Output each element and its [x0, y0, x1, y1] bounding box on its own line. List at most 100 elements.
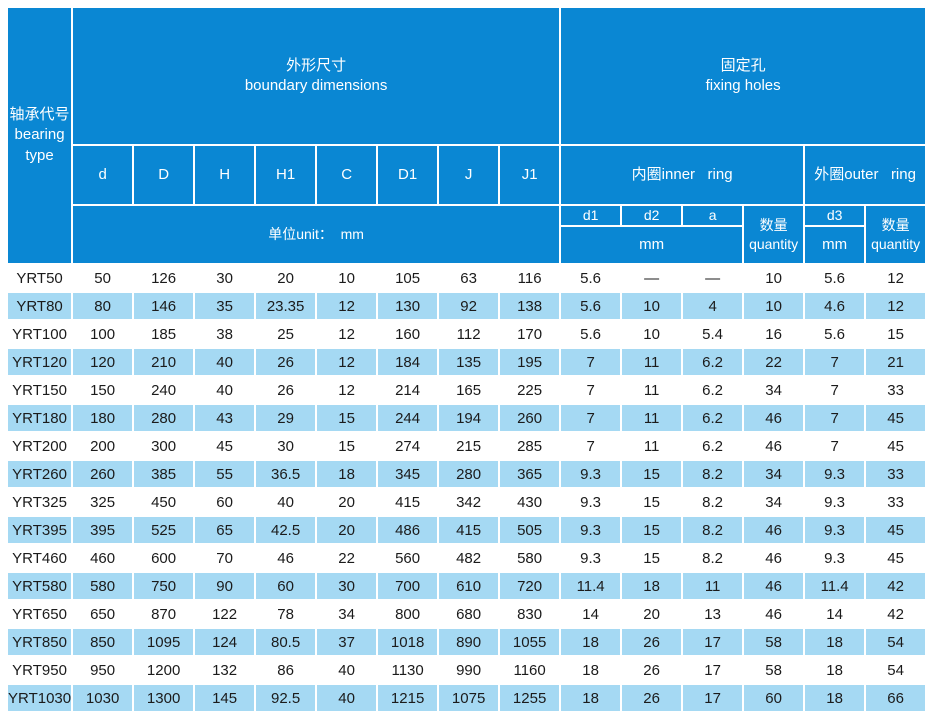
- value-cell: 240: [134, 377, 194, 403]
- col-header-a: a: [683, 206, 743, 225]
- value-cell: 195: [500, 349, 560, 375]
- value-cell: 12: [317, 293, 377, 319]
- value-cell: 33: [866, 461, 926, 487]
- value-cell: 13: [683, 601, 743, 627]
- value-cell: 70: [195, 545, 255, 571]
- value-cell: 700: [378, 573, 438, 599]
- value-cell: 112: [439, 321, 499, 347]
- value-cell: 505: [500, 517, 560, 543]
- value-cell: 11: [622, 405, 682, 431]
- value-cell: 40: [256, 489, 316, 515]
- value-cell: 15: [622, 461, 682, 487]
- value-cell: 18: [561, 657, 621, 683]
- value-cell: 45: [195, 433, 255, 459]
- value-cell: 120: [73, 349, 133, 375]
- value-cell: 37: [317, 629, 377, 655]
- value-cell: 800: [378, 601, 438, 627]
- value-cell: 12: [866, 265, 926, 291]
- value-cell: 46: [744, 433, 804, 459]
- value-cell: 26: [256, 349, 316, 375]
- value-cell: 9.3: [805, 545, 865, 571]
- value-cell: 214: [378, 377, 438, 403]
- value-cell: 20: [317, 489, 377, 515]
- value-cell: 65: [195, 517, 255, 543]
- value-cell: 38: [195, 321, 255, 347]
- bearing-type-cell: YRT180: [8, 405, 72, 431]
- col-header-D: D: [134, 146, 194, 204]
- value-cell: 365: [500, 461, 560, 487]
- bearing-type-cell: YRT325: [8, 489, 72, 515]
- value-cell: 525: [134, 517, 194, 543]
- value-cell: 15: [622, 545, 682, 571]
- value-cell: 92.5: [256, 685, 316, 711]
- value-cell: 11: [622, 349, 682, 375]
- inner-mm-header: mm: [561, 227, 743, 263]
- value-cell: 9.3: [561, 517, 621, 543]
- bearing-type-cell: YRT200: [8, 433, 72, 459]
- value-cell: 200: [73, 433, 133, 459]
- value-cell: 15: [866, 321, 926, 347]
- value-cell: 450: [134, 489, 194, 515]
- col-header-D1: D1: [378, 146, 438, 204]
- table-row: YRT650 650 870 122 78 34 800 680 830 14 20 13 46 14 42: [8, 601, 926, 627]
- value-cell: 18: [561, 629, 621, 655]
- value-cell: 100: [73, 321, 133, 347]
- bearing-type-cell: YRT1030: [8, 685, 72, 711]
- value-cell: 20: [317, 517, 377, 543]
- value-cell: 60: [256, 573, 316, 599]
- value-cell: 180: [73, 405, 133, 431]
- value-cell: 34: [744, 489, 804, 515]
- value-cell: 40: [195, 377, 255, 403]
- value-cell: 86: [256, 657, 316, 683]
- value-cell: 92: [439, 293, 499, 319]
- value-cell: 15: [622, 489, 682, 515]
- value-cell: 870: [134, 601, 194, 627]
- value-cell: 46: [744, 573, 804, 599]
- value-cell: 36.5: [256, 461, 316, 487]
- value-cell: 45: [866, 433, 926, 459]
- value-cell: 5.4: [683, 321, 743, 347]
- table-row: YRT395 395 525 65 42.5 20 486 415 505 9.3 15 8.2 46 9…: [8, 517, 926, 543]
- value-cell: 45: [866, 405, 926, 431]
- unit-header: 单位unit： mm: [73, 206, 560, 263]
- col-header-H1: H1: [256, 146, 316, 204]
- value-cell: 7: [805, 349, 865, 375]
- value-cell: 990: [439, 657, 499, 683]
- value-cell: 40: [195, 349, 255, 375]
- value-cell: 46: [744, 545, 804, 571]
- value-cell: 78: [256, 601, 316, 627]
- value-cell: 46: [744, 405, 804, 431]
- value-cell: 1055: [500, 629, 560, 655]
- value-cell: 460: [73, 545, 133, 571]
- bearing-type-cell: YRT80: [8, 293, 72, 319]
- boundary-dimensions-header: 外形尺寸 boundary dimensions: [73, 8, 560, 144]
- table-row: YRT260 260 385 55 36.5 18 345 280 365 9.3 15 8.2 34 9…: [8, 461, 926, 487]
- value-cell: 45: [866, 545, 926, 571]
- table-row: YRT1030 1030 1300 145 92.5 40 1215 1075 1255 18 26…: [8, 685, 926, 711]
- table-row: YRT150 150 240 40 26 12 214 165 225 7 11 6.2 34 7 33: [8, 377, 926, 403]
- value-cell: 430: [500, 489, 560, 515]
- value-cell: 165: [439, 377, 499, 403]
- value-cell: 46: [256, 545, 316, 571]
- value-cell: 23.35: [256, 293, 316, 319]
- value-cell: 11: [622, 433, 682, 459]
- value-cell: 184: [378, 349, 438, 375]
- col-header-J1: J1: [500, 146, 560, 204]
- value-cell: 1255: [500, 685, 560, 711]
- value-cell: 54: [866, 629, 926, 655]
- value-cell: 26: [622, 685, 682, 711]
- value-cell: 1030: [73, 685, 133, 711]
- col-header-J: J: [439, 146, 499, 204]
- value-cell: 395: [73, 517, 133, 543]
- value-cell: 11: [622, 377, 682, 403]
- value-cell: 4: [683, 293, 743, 319]
- value-cell: 185: [134, 321, 194, 347]
- value-cell: 10: [744, 265, 804, 291]
- value-cell: 66: [866, 685, 926, 711]
- value-cell: 325: [73, 489, 133, 515]
- value-cell: 170: [500, 321, 560, 347]
- value-cell: 9.3: [561, 545, 621, 571]
- value-cell: 215: [439, 433, 499, 459]
- col-header-d: d: [73, 146, 133, 204]
- value-cell: 9.3: [805, 489, 865, 515]
